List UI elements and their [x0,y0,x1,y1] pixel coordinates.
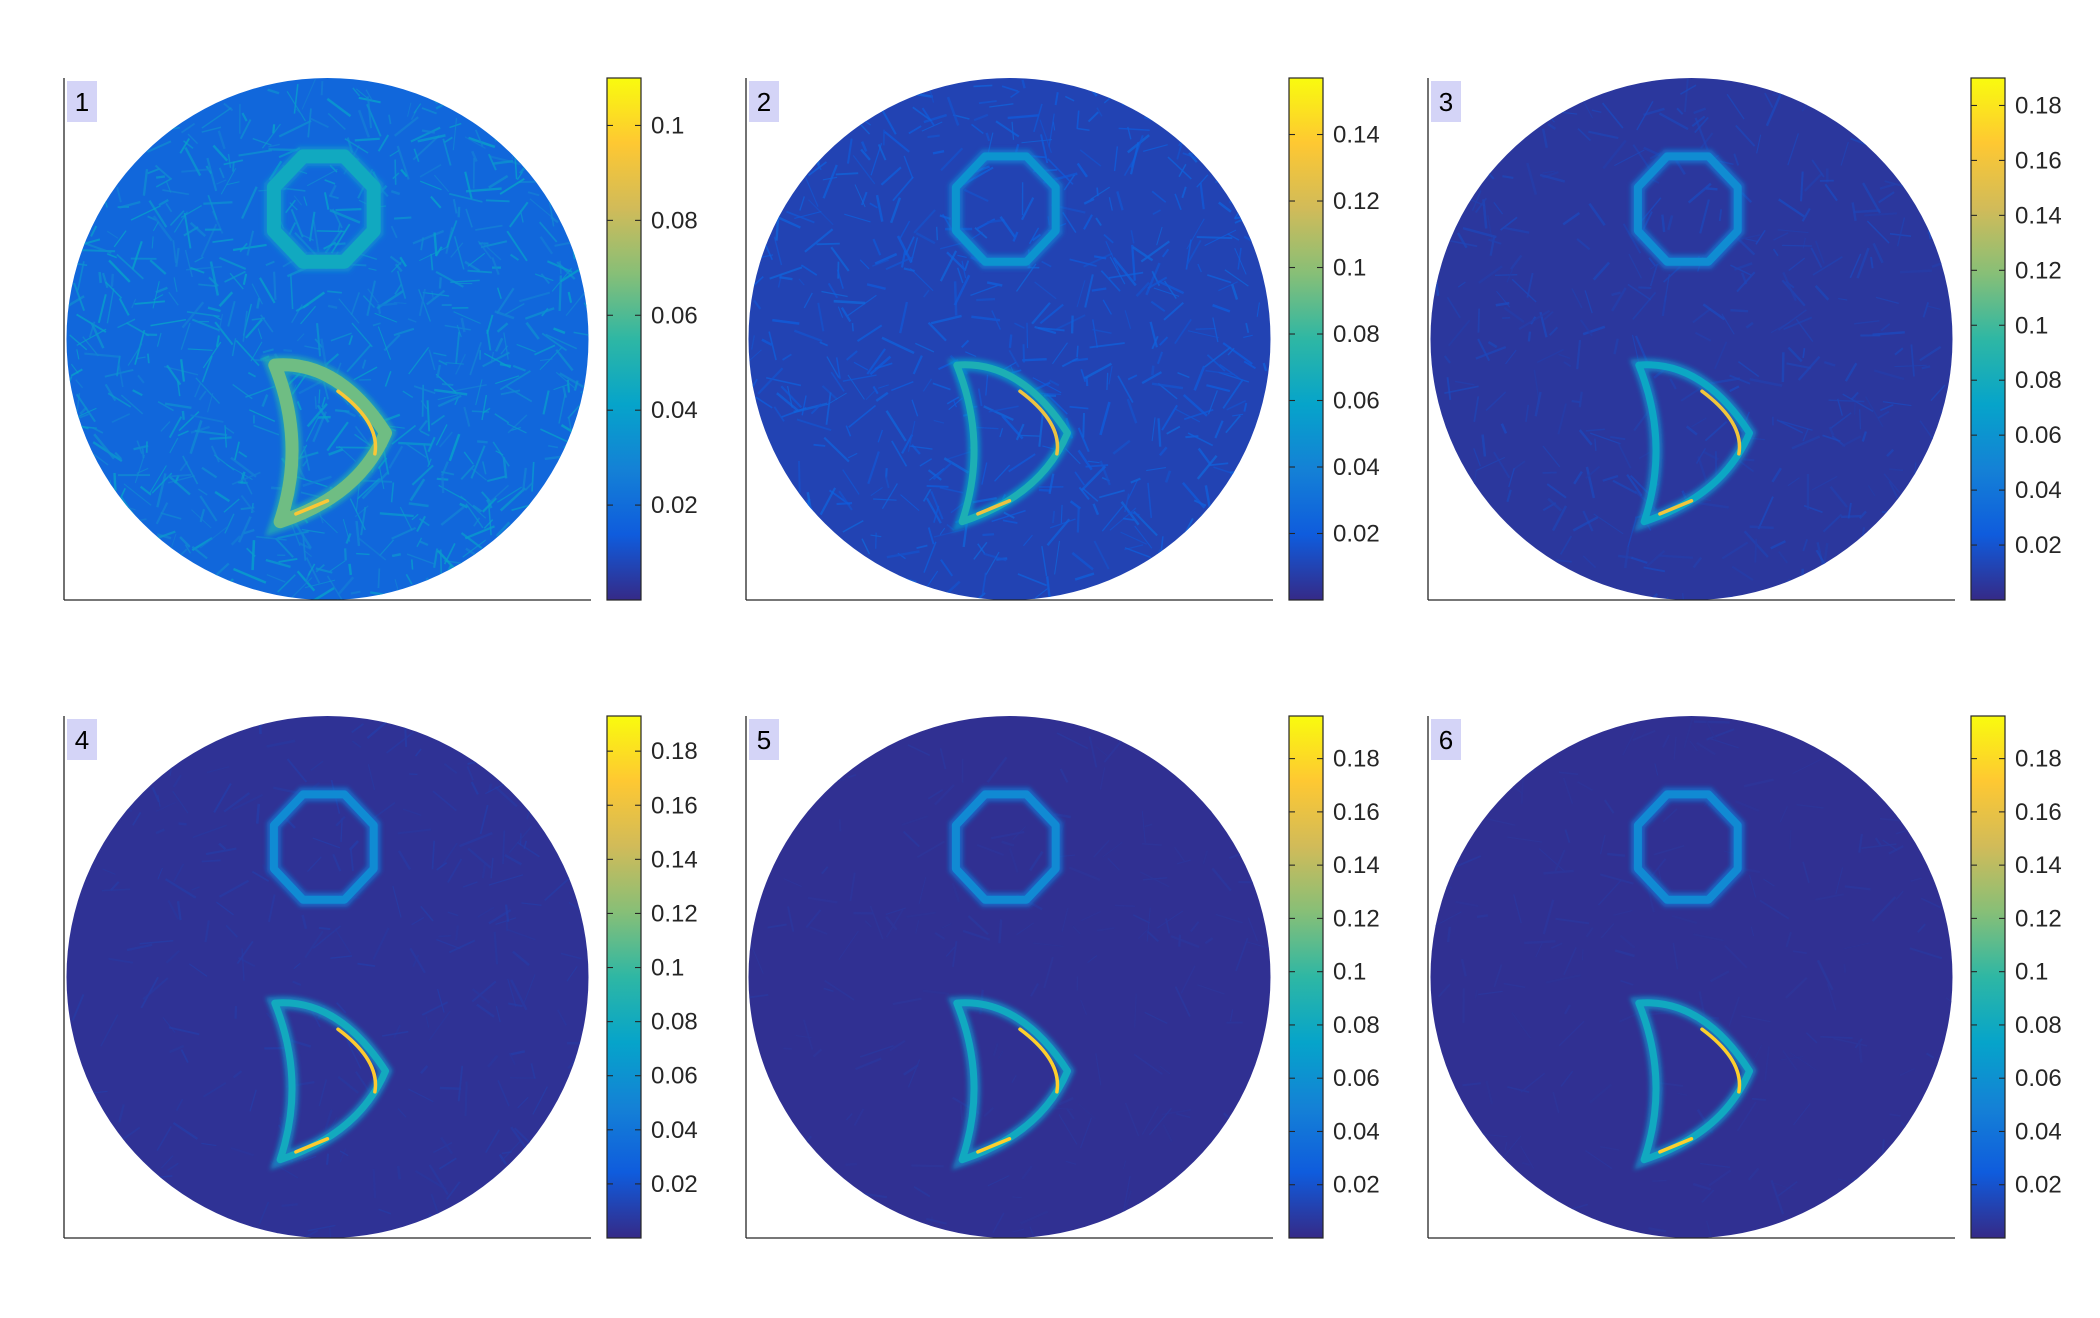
colorbar-tick-label: 0.02 [2015,532,2062,559]
colorbar-tick-label: 0.18 [1333,746,1380,773]
colorbar-tick-label: 0.08 [651,1009,698,1036]
colorbar-tick-label: 0.04 [1333,1118,1380,1145]
panel-label: 1 [75,87,89,117]
colorbar-tick-label: 0.08 [1333,1012,1380,1039]
colorbar-tick-label: 0.14 [1333,122,1380,149]
colorbar-tick-label: 0.02 [2015,1172,2062,1199]
colorbar [1289,78,1323,600]
colorbar-tick-label: 0.1 [2015,959,2048,986]
colorbar-tick-label: 0.02 [651,1171,698,1198]
colorbar-tick-label: 0.12 [1333,905,1380,932]
colorbar-tick-label: 0.14 [2015,852,2062,879]
colorbar-tick-label: 0.06 [2015,422,2062,449]
colorbar-tick-label: 0.02 [651,492,698,519]
colorbar [607,78,641,600]
colorbar-tick-label: 0.08 [651,207,698,234]
colorbar-tick-label: 0.12 [2015,257,2062,284]
colorbar-tick-label: 0.12 [2015,905,2062,932]
colorbar [1971,716,2005,1238]
colorbar-tick-label: 0.04 [651,1117,698,1144]
colorbar-tick-label: 0.14 [651,846,698,873]
colorbar-tick-label: 0.06 [651,302,698,329]
colorbar-tick-label: 0.16 [2015,147,2062,174]
colorbar-tick-label: 0.18 [651,738,698,765]
colorbar-tick-label: 0.16 [651,792,698,819]
colorbar-tick-label: 0.14 [1333,852,1380,879]
colorbar-tick-label: 0.12 [651,900,698,927]
colorbar-tick-label: 0.1 [1333,959,1366,986]
colorbar-tick-label: 0.06 [2015,1065,2062,1092]
colorbar-tick-label: 0.18 [2015,746,2062,773]
panel-label: 5 [757,725,771,755]
colorbar-tick-label: 0.16 [2015,799,2062,826]
colorbar-tick-label: 0.04 [2015,1118,2062,1145]
colorbar-tick-label: 0.18 [2015,92,2062,119]
colorbar-tick-label: 0.12 [1333,188,1380,215]
colorbar-tick-label: 0.1 [651,112,684,139]
colorbar-tick-label: 0.08 [1333,321,1380,348]
colorbar-tick-label: 0.06 [1333,388,1380,415]
colorbar-tick-label: 0.08 [2015,1012,2062,1039]
colorbar-tick-label: 0.1 [651,955,684,982]
panel-label: 4 [75,725,89,755]
colorbar-tick-label: 0.06 [651,1063,698,1090]
colorbar-tick-label: 0.02 [1333,521,1380,548]
colorbar-tick-label: 0.1 [2015,312,2048,339]
colorbar [1289,716,1323,1238]
panel-label: 6 [1439,725,1453,755]
colorbar-tick-label: 0.02 [1333,1172,1380,1199]
colorbar-tick-label: 0.08 [2015,367,2062,394]
colorbar-tick-label: 0.16 [1333,799,1380,826]
colorbar-tick-label: 0.14 [2015,202,2062,229]
panel-label: 2 [757,87,771,117]
colorbar-tick-label: 0.04 [651,397,698,424]
colorbar-tick-label: 0.04 [2015,477,2062,504]
colorbar-tick-label: 0.04 [1333,454,1380,481]
colorbar-tick-label: 0.1 [1333,255,1366,282]
panel-label: 3 [1439,87,1453,117]
colorbar [1971,78,2005,600]
colorbar [607,716,641,1238]
colorbar-tick-label: 0.06 [1333,1065,1380,1092]
